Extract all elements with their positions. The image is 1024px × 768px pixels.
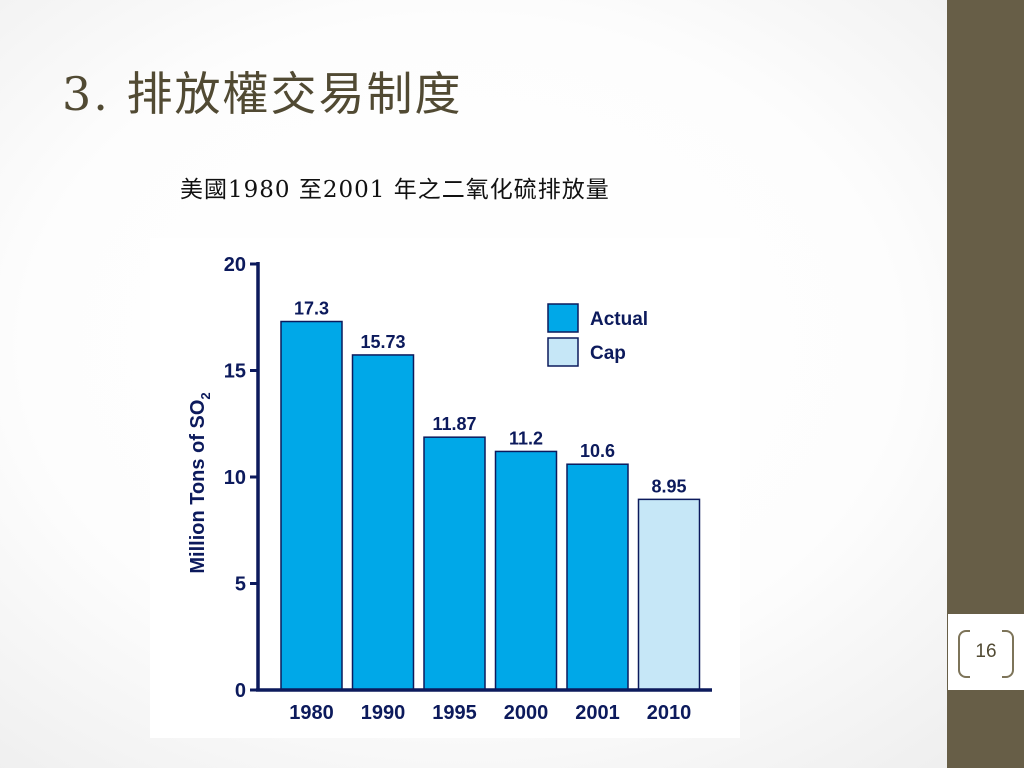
bar-value-label: 10.6	[580, 441, 615, 461]
x-tick-label: 1995	[432, 702, 477, 724]
bar-1995	[423, 436, 486, 691]
bar-chart: Million Tons of SO2 0 5 10 15 20 17.3 15.73 11…	[187, 254, 712, 724]
bar-2001	[566, 463, 629, 691]
chart-area: Million Tons of SO2 0 5 10 15 20 17.3 15.73 11…	[150, 238, 740, 738]
bar-value-label: 17.3	[294, 299, 329, 319]
legend-label: Actual	[590, 309, 648, 330]
legend: Actual Cap	[547, 303, 648, 367]
y-tick-label: 20	[224, 254, 246, 276]
page-number: 16	[975, 641, 997, 662]
bar-1990	[351, 354, 415, 691]
right-bracket-icon	[1002, 630, 1014, 678]
y-tick-label: 10	[224, 467, 246, 489]
y-tick-label: 5	[235, 574, 246, 596]
page-number-box: 16	[948, 614, 1024, 690]
legend-swatch	[547, 337, 579, 367]
bars: 17.3 15.73 11.87 11.2 10.6 8.95	[280, 299, 701, 691]
bar-2010	[637, 498, 701, 691]
x-tick-label: 2001	[575, 702, 620, 724]
y-axis-label: Million Tons of SO2	[187, 392, 213, 573]
y-axis-label-subscript: 2	[198, 392, 213, 399]
y-axis-label-text: Million Tons of SO	[187, 400, 209, 574]
x-tick-label: 1990	[361, 702, 406, 724]
legend-label: Cap	[590, 343, 626, 364]
bar-value-label: 8.95	[651, 476, 686, 496]
left-bracket-icon	[958, 630, 970, 678]
axes	[256, 262, 712, 692]
bar-value-label: 11.2	[509, 428, 543, 448]
slide-subtitle: 美國1980 至2001 年之二氧化硫排放量	[180, 177, 610, 203]
bar-value-label: 11.87	[432, 414, 476, 434]
x-axis-labels: 1980 1990 1995 2000 2001 2010	[289, 702, 691, 724]
y-tick-label: 0	[235, 680, 246, 702]
bar-2000	[494, 450, 558, 691]
y-axis-ticks: 0 5 10 15 20	[224, 254, 258, 702]
x-tick-label: 1980	[289, 702, 334, 724]
x-tick-label: 2010	[647, 702, 692, 724]
svg-text:Million Tons of SO2: Million Tons of SO2	[187, 392, 213, 573]
legend-swatch	[547, 303, 579, 333]
slide-title: 3. 排放權交易制度	[62, 67, 463, 121]
bar-1980	[280, 320, 343, 691]
bar-value-label: 15.73	[360, 332, 405, 352]
x-tick-label: 2000	[504, 702, 549, 724]
y-tick-label: 15	[224, 361, 246, 383]
